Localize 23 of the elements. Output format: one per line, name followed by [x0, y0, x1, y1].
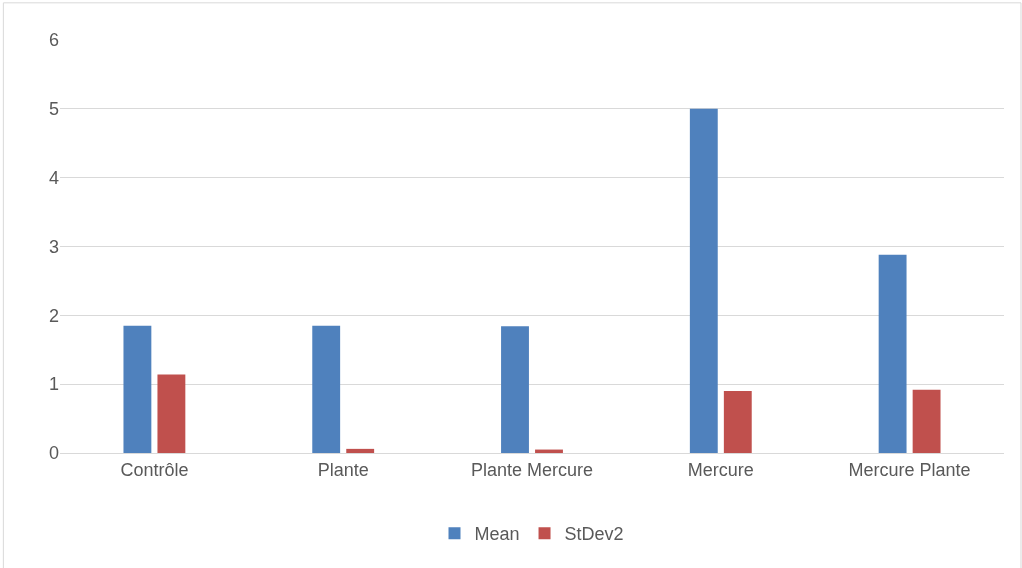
- x-tick-label: Mercure Plante: [848, 459, 971, 480]
- bar: [157, 374, 186, 453]
- y-tick-label: 3: [48, 236, 59, 257]
- bar: [689, 108, 718, 453]
- legend-label: Mean: [474, 524, 520, 545]
- bar: [723, 391, 752, 453]
- y-tick-label: 2: [48, 305, 59, 326]
- y-tick-label: 0: [48, 443, 59, 464]
- x-tick-label: Plante: [317, 459, 369, 480]
- y-tick-label: 5: [48, 99, 59, 120]
- x-tick-label: Contrôle: [120, 459, 189, 480]
- bar: [501, 326, 529, 453]
- legend-label: StDev2: [564, 524, 624, 545]
- x-tick-label: Plante Mercure: [470, 459, 594, 480]
- bar: [312, 325, 341, 453]
- x-tick-label: Mercure: [687, 459, 754, 480]
- y-tick-label: 4: [48, 167, 59, 188]
- bar: [346, 448, 375, 453]
- y-tick-label: 6: [48, 30, 59, 51]
- bar: [912, 389, 941, 453]
- y-tick-label: 1: [48, 374, 59, 395]
- bar: [123, 325, 152, 453]
- bar: [878, 254, 907, 453]
